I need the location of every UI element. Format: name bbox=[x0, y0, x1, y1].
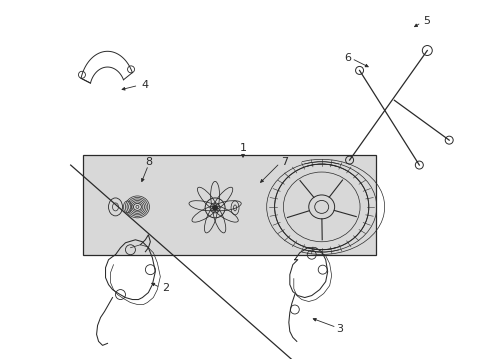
Text: 2: 2 bbox=[162, 283, 168, 293]
Circle shape bbox=[213, 206, 217, 210]
Text: 5: 5 bbox=[422, 15, 429, 26]
Text: 6: 6 bbox=[344, 54, 350, 63]
Text: 8: 8 bbox=[144, 157, 152, 167]
Text: 3: 3 bbox=[335, 324, 343, 334]
Text: 4: 4 bbox=[142, 80, 149, 90]
Bar bbox=[82, 155, 376, 255]
Text: 1: 1 bbox=[239, 143, 246, 153]
Text: 7: 7 bbox=[281, 157, 288, 167]
